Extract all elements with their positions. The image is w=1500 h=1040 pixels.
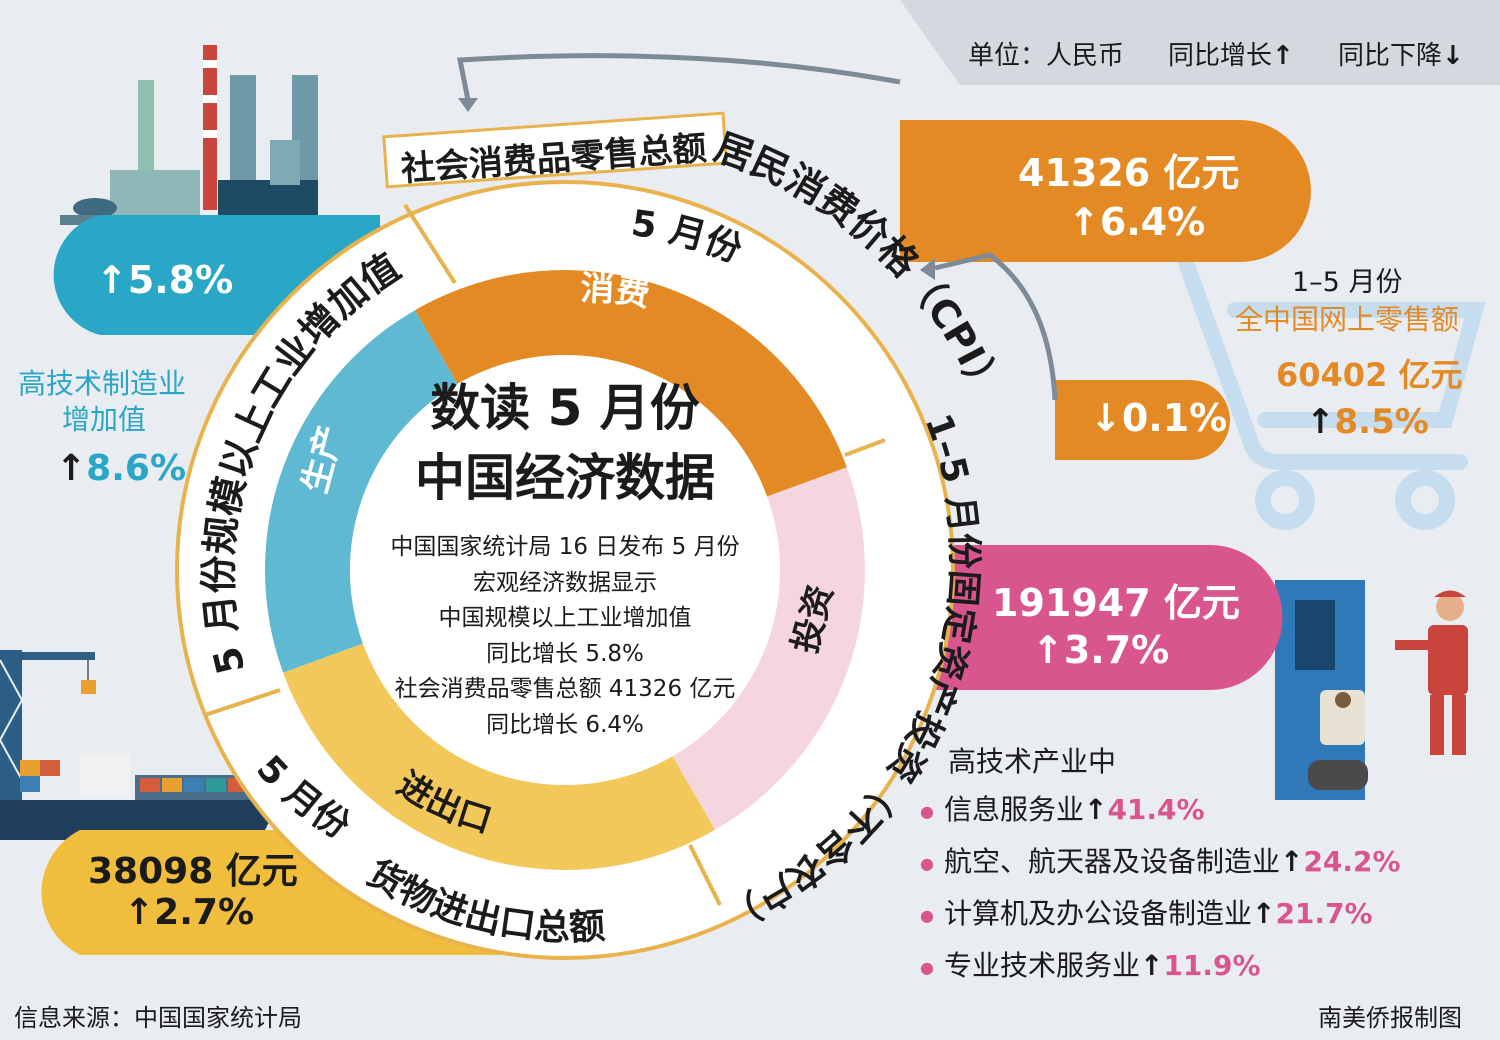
online-value: 60402 亿元: [1276, 356, 1463, 394]
center-disc: [350, 355, 780, 785]
up-arrow-icon: ↑: [1032, 628, 1064, 672]
down-arrow-icon: ↓: [1090, 396, 1122, 440]
credit-note: 南美侨报制图: [1318, 1004, 1462, 1032]
cpi-pill: [1055, 380, 1230, 460]
up-arrow-icon: ↑: [56, 448, 87, 489]
consume-sector: [415, 270, 847, 497]
trade-sector: [283, 643, 715, 870]
cart-illustration: [1177, 252, 1486, 530]
unit-legend: 单位：人民币: [968, 41, 1125, 71]
up-arrow-icon: ↑: [1139, 949, 1164, 982]
legend-band: [900, 0, 1500, 85]
retail-connector-arrow: [456, 53, 901, 101]
up-arrow-icon: ↑: [1279, 845, 1304, 878]
sectors-title: 高技术产业中: [948, 745, 1117, 778]
up-arrow-icon: ↑: [96, 258, 128, 302]
sector-item: 计算机及办公设备制造业↑21.7%: [920, 892, 1373, 932]
up-legend: 同比增长↑: [1168, 35, 1294, 72]
cpi-connector-arrow: [934, 252, 1058, 401]
sector-item: 专业技术服务业↑11.9%: [920, 944, 1261, 984]
factory-illustration: [60, 45, 330, 225]
center-title-line2: 中国经济数据: [415, 449, 715, 507]
online-period: 1–5 月份: [1292, 267, 1403, 298]
up-arrow-icon: ↑: [1251, 897, 1276, 930]
down-arrow-icon: ↓: [1442, 41, 1464, 71]
summary-line: 同比增长 5.8%: [486, 640, 644, 667]
trade-change: ↑2.7%: [124, 892, 255, 933]
retail-value: 41326 亿元: [1018, 151, 1240, 195]
online-title: 全中国网上零售额: [1235, 303, 1460, 336]
up-arrow-icon: ↑: [1272, 41, 1294, 71]
hightech-change: ↑8.6%: [56, 448, 187, 489]
online-change: ↑8.5%: [1306, 402, 1429, 442]
produce-sector: [265, 310, 458, 673]
summary-line: 宏观经济数据显示: [473, 569, 657, 596]
invest-sector: [672, 467, 865, 830]
down-legend: 同比下降↓: [1338, 35, 1464, 72]
retail-change: ↑6.4%: [1068, 200, 1206, 244]
up-arrow-icon: ↑: [124, 892, 155, 933]
investment-pill: [930, 545, 1283, 690]
up-arrow-icon: ↑: [1306, 402, 1335, 442]
summary-line: 同比增长 6.4%: [486, 711, 644, 738]
investment-change: ↑3.7%: [1032, 628, 1170, 672]
cpi-change: ↓0.1%: [1090, 396, 1228, 440]
center-summary: 中国国家统计局 16 日发布 5 月份 宏观经济数据显示 中国规模以上工业增加值…: [330, 530, 800, 743]
industry-change: ↑5.8%: [96, 258, 234, 302]
retail-pill: [900, 120, 1311, 262]
hightech-label-line2: 增加值: [62, 403, 147, 436]
up-arrow-icon: ↑: [1068, 200, 1100, 244]
down-legend-label: 同比下降: [1338, 41, 1443, 71]
center-title-line1: 数读 5 月份: [430, 379, 700, 437]
trade-value: 38098 亿元: [88, 851, 298, 892]
source-note: 信息来源：中国国家统计局: [14, 1004, 302, 1032]
up-legend-label: 同比增长: [1168, 41, 1273, 71]
sector-ring: [265, 270, 865, 870]
investment-value: 191947 亿元: [992, 581, 1240, 625]
sector-item: 信息服务业↑41.4%: [920, 788, 1205, 828]
summary-line: 社会消费品零售总额 41326 亿元: [394, 676, 736, 702]
up-arrow-icon: ↑: [1083, 793, 1108, 826]
sector-item: 航空、航天器及设备制造业↑24.2%: [920, 840, 1401, 880]
hightech-label-line1: 高技术制造业: [18, 367, 187, 400]
retail-label-box: [382, 111, 729, 189]
summary-line: 中国规模以上工业增加值: [438, 605, 692, 631]
robot-illustration: [1275, 580, 1468, 800]
summary-line: 中国国家统计局 16 日发布 5 月份: [390, 534, 740, 560]
